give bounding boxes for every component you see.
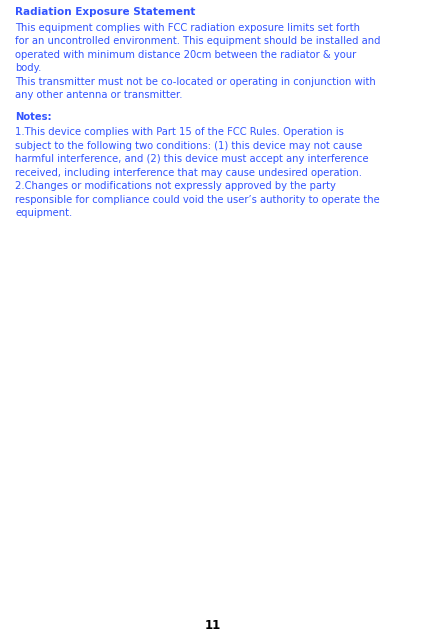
Text: Notes:: Notes: [15, 112, 52, 121]
Text: This transmitter must not be co-located or operating in conjunction with: This transmitter must not be co-located … [15, 77, 376, 86]
Text: This equipment complies with FCC radiation exposure limits set forth: This equipment complies with FCC radiati… [15, 22, 360, 32]
Text: harmful interference, and (2) this device must accept any interference: harmful interference, and (2) this devic… [15, 154, 368, 164]
Text: body.: body. [15, 63, 41, 73]
Text: any other antenna or transmitter.: any other antenna or transmitter. [15, 90, 182, 100]
Text: responsible for compliance could void the user’s authority to operate the: responsible for compliance could void th… [15, 194, 380, 204]
Text: for an uncontrolled environment. This equipment should be installed and: for an uncontrolled environment. This eq… [15, 36, 380, 46]
Text: 1.This device complies with Part 15 of the FCC Rules. Operation is: 1.This device complies with Part 15 of t… [15, 127, 344, 137]
Text: 11: 11 [205, 619, 221, 632]
Text: Radiation Exposure Statement: Radiation Exposure Statement [15, 7, 196, 17]
Text: operated with minimum distance 20cm between the radiator & your: operated with minimum distance 20cm betw… [15, 50, 356, 60]
Text: received, including interference that may cause undesired operation.: received, including interference that ma… [15, 168, 362, 178]
Text: subject to the following two conditions: (1) this device may not cause: subject to the following two conditions:… [15, 140, 363, 150]
Text: equipment.: equipment. [15, 208, 72, 218]
Text: 2.Changes or modifications not expressly approved by the party: 2.Changes or modifications not expressly… [15, 181, 336, 191]
